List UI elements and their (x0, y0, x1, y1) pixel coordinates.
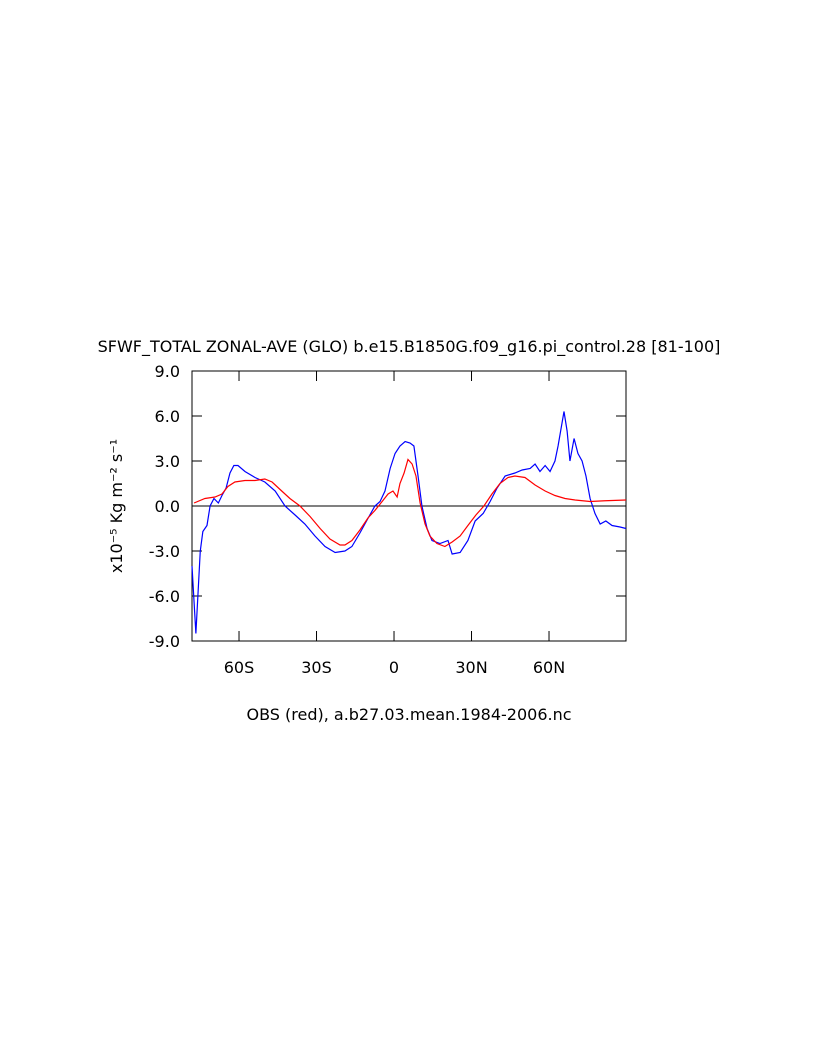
y-tick-label: 0.0 (155, 497, 180, 516)
y-tick-label: 6.0 (155, 407, 180, 426)
data-line (191, 411, 627, 634)
caption: OBS (red), a.b27.03.mean.1984-2006.nc (246, 705, 571, 724)
y-tick-label: -3.0 (149, 542, 180, 561)
y-tick-label: -9.0 (149, 632, 180, 651)
y-tick-label: 3.0 (155, 452, 180, 471)
x-tick-label: 60S (224, 658, 255, 677)
data-line (193, 458, 627, 548)
y-tick-label: -6.0 (149, 587, 180, 606)
x-tick-label: 0 (389, 658, 399, 677)
x-tick-label: 30N (455, 658, 487, 677)
x-tick-label: 60N (533, 658, 565, 677)
x-tick-label: 30S (301, 658, 332, 677)
y-axis-label: x10⁻⁵ Kg m⁻² s⁻¹ (107, 439, 126, 573)
chart-title: SFWF_TOTAL ZONAL-AVE (GLO) b.e15.B1850G.… (98, 337, 721, 357)
y-tick-label: 9.0 (155, 362, 180, 381)
